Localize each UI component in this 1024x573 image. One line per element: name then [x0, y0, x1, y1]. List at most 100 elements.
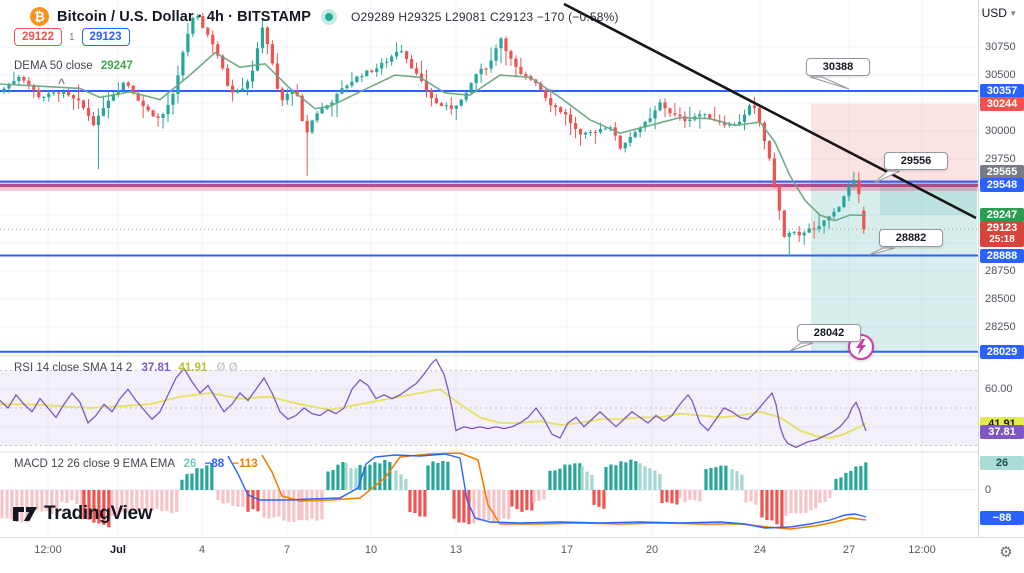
candle[interactable] — [310, 120, 314, 133]
candle[interactable] — [539, 83, 543, 90]
candle[interactable] — [424, 80, 429, 91]
candle[interactable] — [698, 114, 702, 117]
candle[interactable] — [305, 120, 309, 133]
candle[interactable] — [270, 44, 274, 64]
candle[interactable] — [146, 106, 150, 111]
candle[interactable] — [290, 90, 294, 94]
candle[interactable] — [668, 108, 672, 114]
candle[interactable] — [608, 127, 612, 129]
candle[interactable] — [583, 132, 588, 135]
candle[interactable] — [136, 93, 140, 101]
candle[interactable] — [509, 51, 513, 59]
candle[interactable] — [524, 74, 528, 77]
ask-price-button[interactable]: 29123 — [81, 28, 130, 46]
candle[interactable] — [439, 103, 443, 106]
rsi-line[interactable] — [0, 358, 867, 449]
candle[interactable] — [231, 85, 235, 93]
candle[interactable] — [747, 105, 752, 115]
candle[interactable] — [400, 51, 404, 53]
candle[interactable] — [245, 81, 250, 89]
candle[interactable] — [76, 98, 81, 101]
tradingview-logo[interactable]: TradingView — [12, 502, 153, 526]
candle[interactable] — [429, 90, 434, 99]
candle[interactable] — [151, 110, 155, 117]
candle[interactable] — [365, 70, 369, 77]
candle[interactable] — [683, 116, 687, 122]
candle[interactable] — [578, 129, 583, 135]
candle[interactable] — [300, 95, 304, 121]
candle[interactable] — [767, 140, 771, 159]
candle[interactable] — [360, 76, 364, 78]
candle[interactable] — [27, 80, 31, 86]
candle[interactable] — [688, 119, 692, 122]
candle[interactable] — [593, 132, 598, 134]
candle[interactable] — [395, 51, 399, 57]
candle[interactable] — [375, 68, 379, 73]
candle[interactable] — [484, 68, 488, 70]
candle[interactable] — [812, 228, 816, 230]
candle[interactable] — [355, 76, 359, 82]
candle[interactable] — [255, 48, 260, 71]
candle[interactable] — [862, 210, 866, 230]
symbol-title[interactable]: Bitcoin / U.S. Dollar · 4h · BITSTAMP — [57, 8, 311, 25]
candle[interactable] — [559, 107, 563, 112]
candle[interactable] — [330, 102, 334, 106]
candle[interactable] — [22, 77, 26, 81]
candle[interactable] — [658, 102, 662, 111]
candle[interactable] — [409, 58, 414, 69]
candle[interactable] — [638, 127, 642, 133]
candle[interactable] — [489, 60, 493, 69]
candle[interactable] — [703, 114, 707, 116]
candle[interactable] — [494, 48, 498, 61]
candle[interactable] — [106, 100, 110, 109]
candle[interactable] — [757, 108, 762, 123]
candle[interactable] — [62, 92, 66, 94]
trendline[interactable] — [563, 2, 977, 220]
candle[interactable] — [280, 88, 284, 101]
candle[interactable] — [673, 113, 677, 115]
candle[interactable] — [211, 34, 215, 45]
candle[interactable] — [17, 77, 21, 81]
candle[interactable] — [191, 17, 195, 34]
candle[interactable] — [250, 70, 255, 82]
candle[interactable] — [444, 105, 448, 107]
macd-signal-line[interactable] — [261, 452, 867, 530]
price-axis[interactable]: 30750 30500 30000 29750 28750 28500 28250 60.00… — [978, 0, 1024, 573]
candle[interactable] — [787, 232, 791, 237]
candle[interactable] — [414, 68, 419, 74]
candle[interactable] — [837, 206, 841, 212]
candle[interactable] — [568, 114, 573, 124]
candle[interactable] — [708, 114, 712, 120]
candle[interactable] — [156, 116, 160, 118]
candle[interactable] — [141, 100, 145, 107]
price-callout[interactable]: 28042 — [797, 324, 861, 342]
candle[interactable] — [390, 56, 394, 62]
candle[interactable] — [161, 114, 165, 118]
candle[interactable] — [335, 93, 339, 103]
candle[interactable] — [181, 52, 185, 76]
candle[interactable] — [37, 89, 41, 98]
candle[interactable] — [380, 62, 384, 69]
candle[interactable] — [315, 113, 319, 121]
candle[interactable] — [166, 104, 170, 115]
candle[interactable] — [116, 90, 120, 95]
candle[interactable] — [340, 88, 344, 94]
candle[interactable] — [96, 115, 101, 126]
candle[interactable] — [240, 88, 245, 91]
candle[interactable] — [832, 211, 836, 217]
candle[interactable] — [573, 123, 578, 130]
candle[interactable] — [221, 55, 225, 69]
candle[interactable] — [648, 118, 652, 122]
candle[interactable] — [285, 93, 289, 101]
candle[interactable] — [857, 179, 861, 195]
candle[interactable] — [71, 95, 76, 99]
pane-collapse-icon[interactable]: ^ — [58, 76, 66, 90]
candle[interactable] — [623, 142, 627, 149]
candle[interactable] — [792, 231, 796, 233]
settings-gear-icon[interactable]: ⚙ — [999, 544, 1013, 561]
candle[interactable] — [126, 82, 130, 86]
candle[interactable] — [464, 92, 468, 100]
candle[interactable] — [817, 226, 821, 230]
macd-line[interactable] — [227, 453, 867, 529]
candle[interactable] — [42, 96, 46, 98]
